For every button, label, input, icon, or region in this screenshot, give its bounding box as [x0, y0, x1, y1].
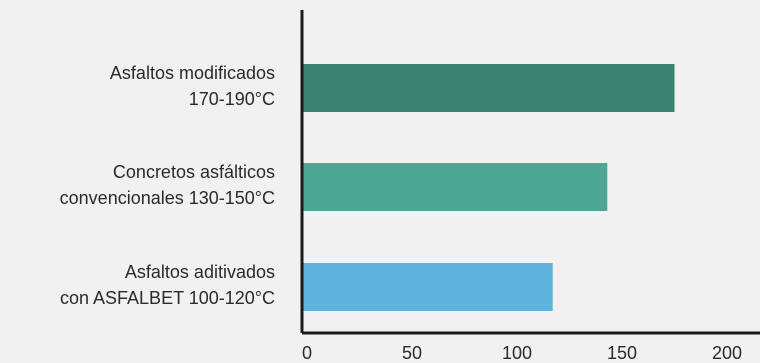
category-labels: Asfaltos modificados 170-190°C Concretos a…	[60, 63, 275, 308]
category-label-line: convencionales 130-150°C	[60, 188, 275, 208]
category-label-2: Concretos asfálticos convencionales 130-1…	[60, 162, 275, 208]
bars-group	[303, 64, 675, 311]
x-tick-label-100: 100	[502, 343, 532, 363]
category-label-line: Asfaltos modificados	[110, 63, 275, 83]
bar-3	[303, 263, 553, 311]
category-label-line: Asfaltos aditivados	[125, 262, 275, 282]
category-label-line: Concretos asfálticos	[113, 162, 275, 182]
category-label-1: Asfaltos modificados 170-190°C	[110, 63, 275, 109]
bar-1	[303, 64, 675, 112]
x-tick-label-150: 150	[607, 343, 637, 363]
bar-2	[303, 163, 608, 211]
x-tick-label-200: 200	[712, 343, 742, 363]
x-tick-label-0: 0	[302, 343, 312, 363]
category-label-line: 170-190°C	[189, 89, 275, 109]
x-tick-labels: 0 50 100 150 200	[302, 343, 742, 363]
category-label-line: con ASFALBET 100-120°C	[60, 288, 275, 308]
x-tick-label-50: 50	[402, 343, 422, 363]
category-label-3: Asfaltos aditivados con ASFALBET 100-120°…	[60, 262, 275, 308]
